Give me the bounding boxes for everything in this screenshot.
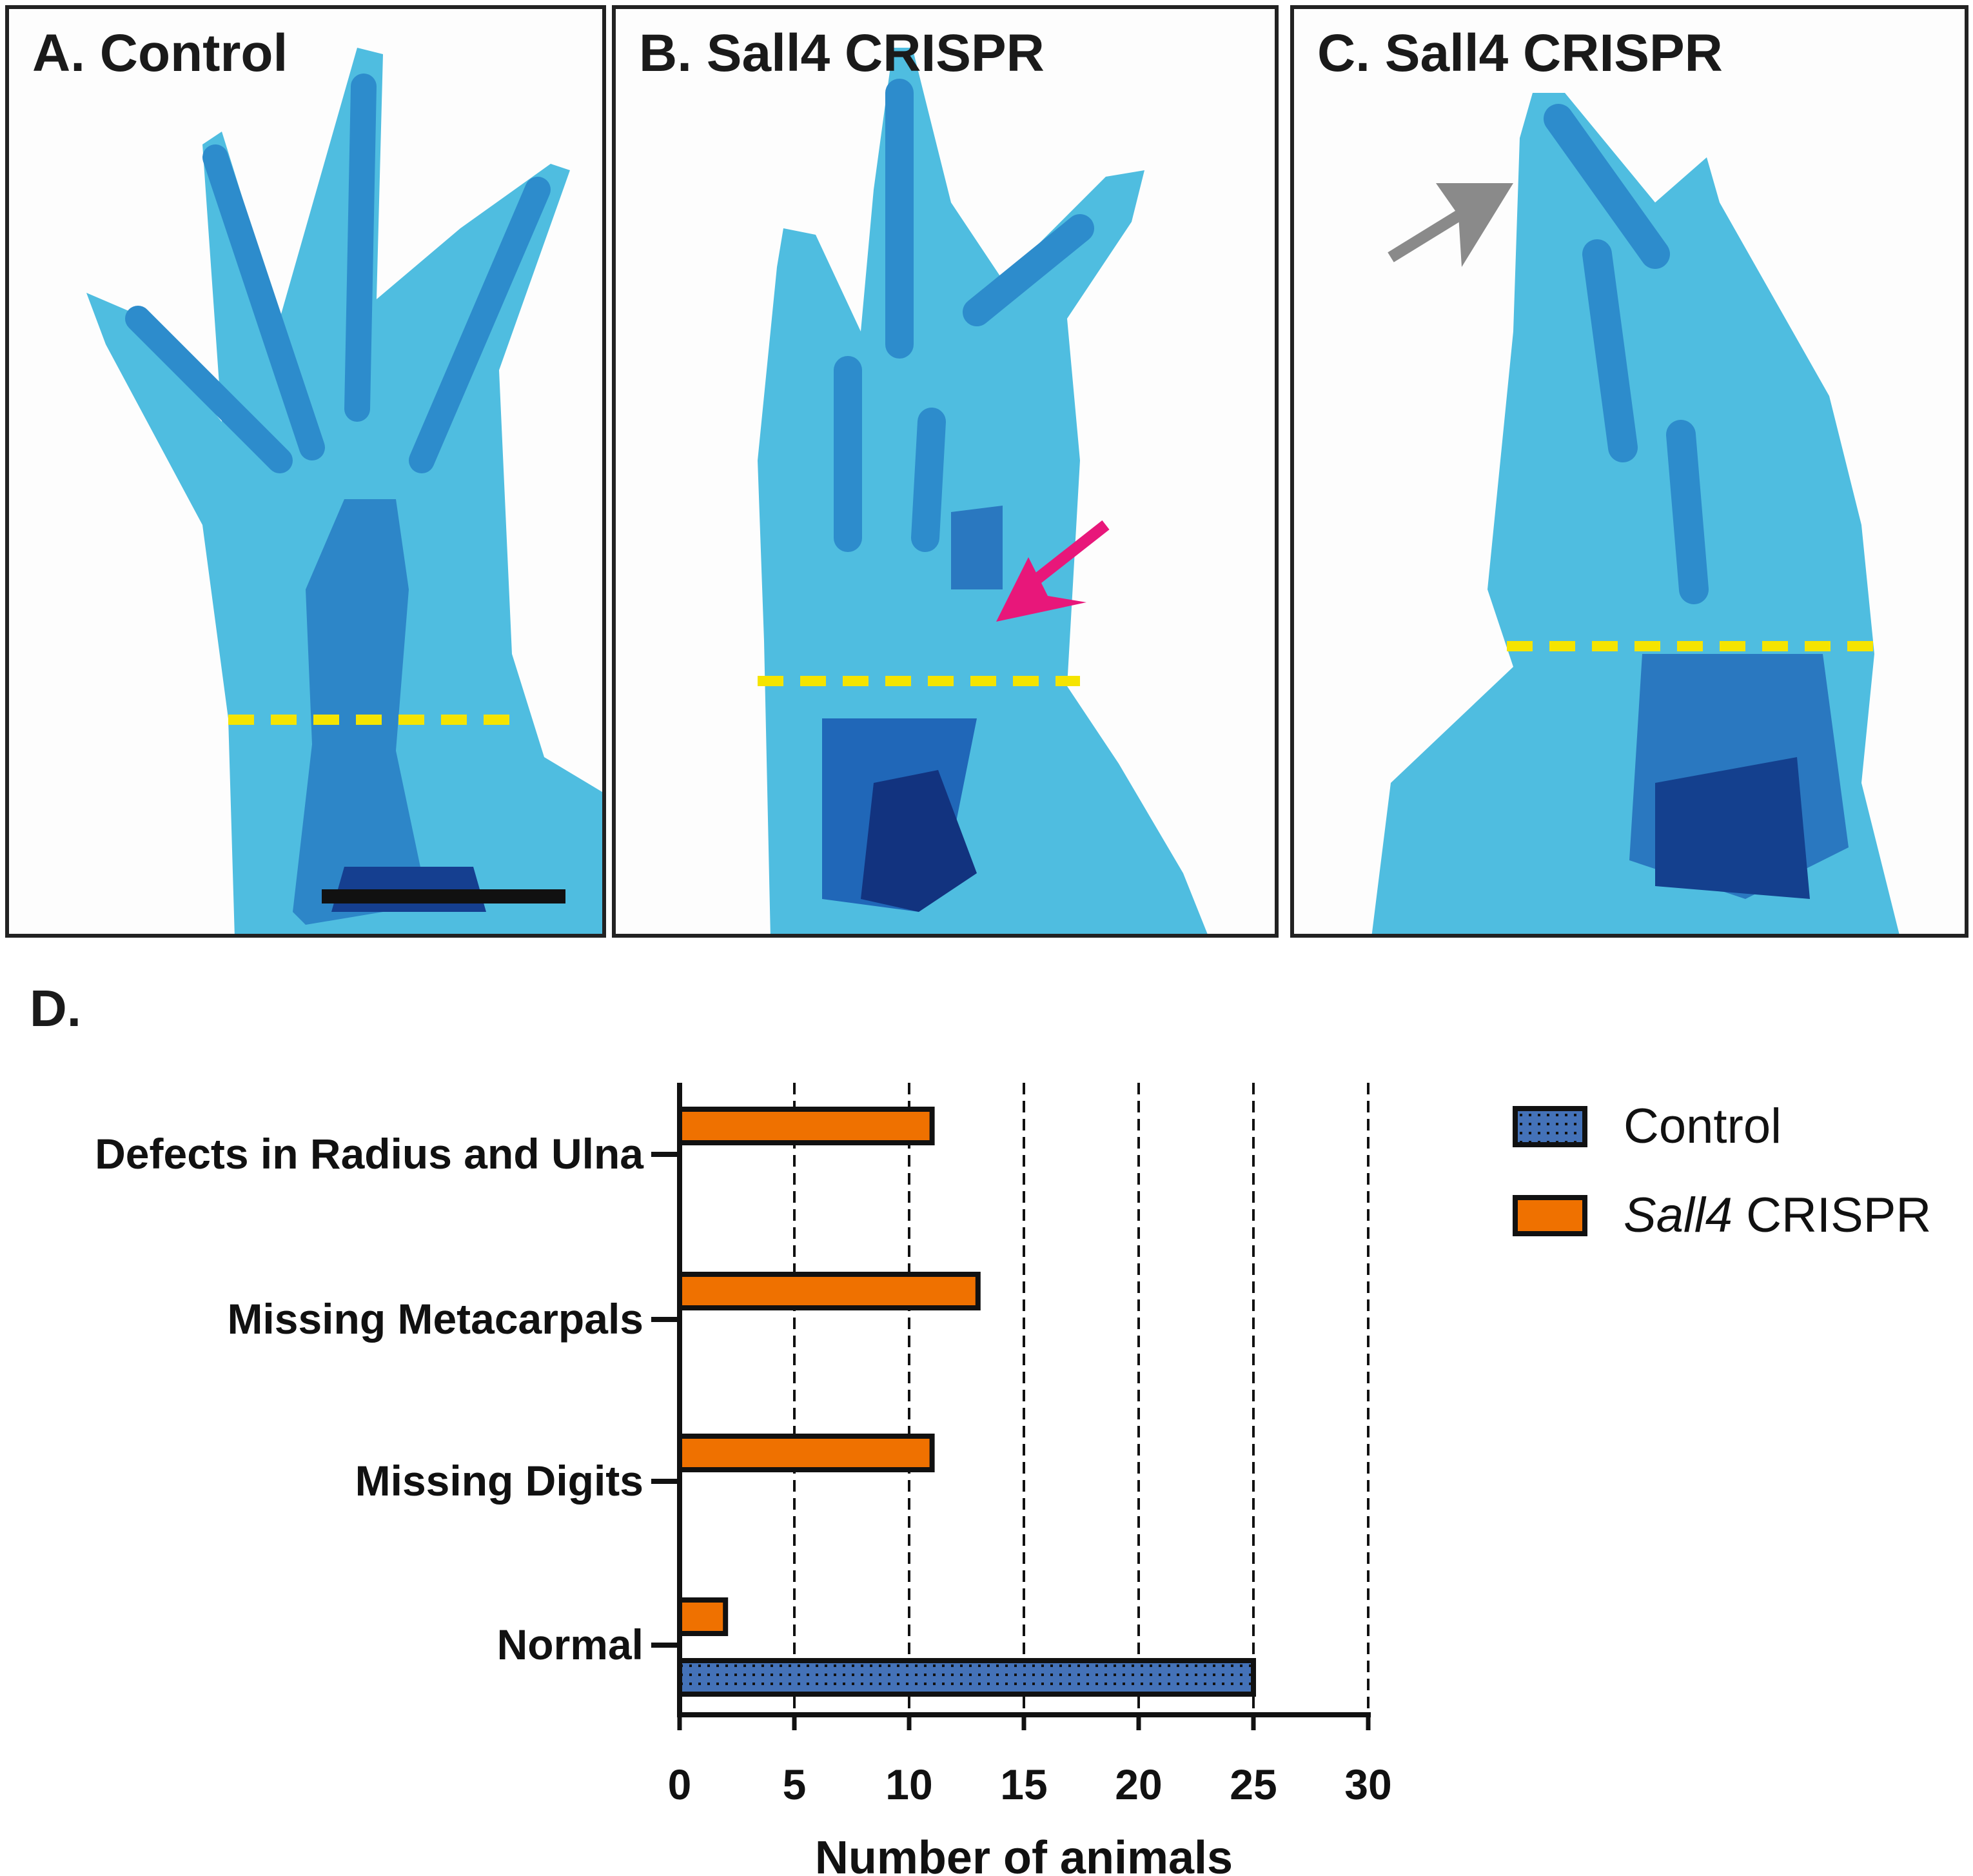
category-label: Missing Digits (355, 1457, 643, 1505)
panel-b-title: B. Sall4 CRISPR (639, 24, 1045, 83)
category-label: Normal (497, 1621, 643, 1668)
sall4-limb-image-b (758, 48, 1208, 934)
control-limb-image (86, 48, 602, 934)
gray-arrow-icon (1436, 183, 1513, 267)
panel-a-title: A. Control (32, 24, 288, 83)
bar-sall4-crispr (677, 1434, 935, 1472)
scale-bar (322, 889, 565, 903)
x-tick-label: 25 (1230, 1761, 1277, 1808)
bar-sall4-crispr (677, 1107, 935, 1145)
x-tick-label: 15 (1000, 1761, 1047, 1808)
legend-swatch-sall4 (1513, 1195, 1587, 1236)
magenta-arrow-icon (996, 557, 1086, 622)
sall4-limb-image-c (1371, 93, 1899, 934)
legend: Control Sall4 CRISPR (1513, 1099, 1931, 1243)
x-tick-label: 30 (1344, 1761, 1391, 1808)
bar-sall4-crispr (677, 1597, 729, 1636)
panel-d-label: D. (30, 980, 81, 1037)
x-tick-label: 20 (1115, 1761, 1162, 1808)
panel-c-sall4-crispr: C. Sall4 CRISPR (1290, 5, 1968, 938)
panel-a-control: A. Control (5, 5, 606, 938)
x-axis-label: Number of animals (815, 1832, 1233, 1876)
legend-swatch-control (1513, 1106, 1587, 1147)
category-label: Missing Metacarpals (227, 1295, 643, 1343)
legend-label-sall4: Sall4 CRISPR (1624, 1188, 1931, 1243)
x-tick-label: 10 (885, 1761, 932, 1808)
legend-label-control: Control (1624, 1099, 1782, 1154)
x-tick-label: 0 (668, 1761, 692, 1808)
category-label: Defects in Radius and Ulna (95, 1130, 644, 1178)
bar-control (677, 1658, 1256, 1697)
bar-sall4-crispr (677, 1272, 981, 1310)
panel-c-title: C. Sall4 CRISPR (1317, 24, 1723, 83)
panel-b-sall4-crispr: B. Sall4 CRISPR (612, 5, 1279, 938)
x-tick-label: 5 (783, 1761, 807, 1808)
